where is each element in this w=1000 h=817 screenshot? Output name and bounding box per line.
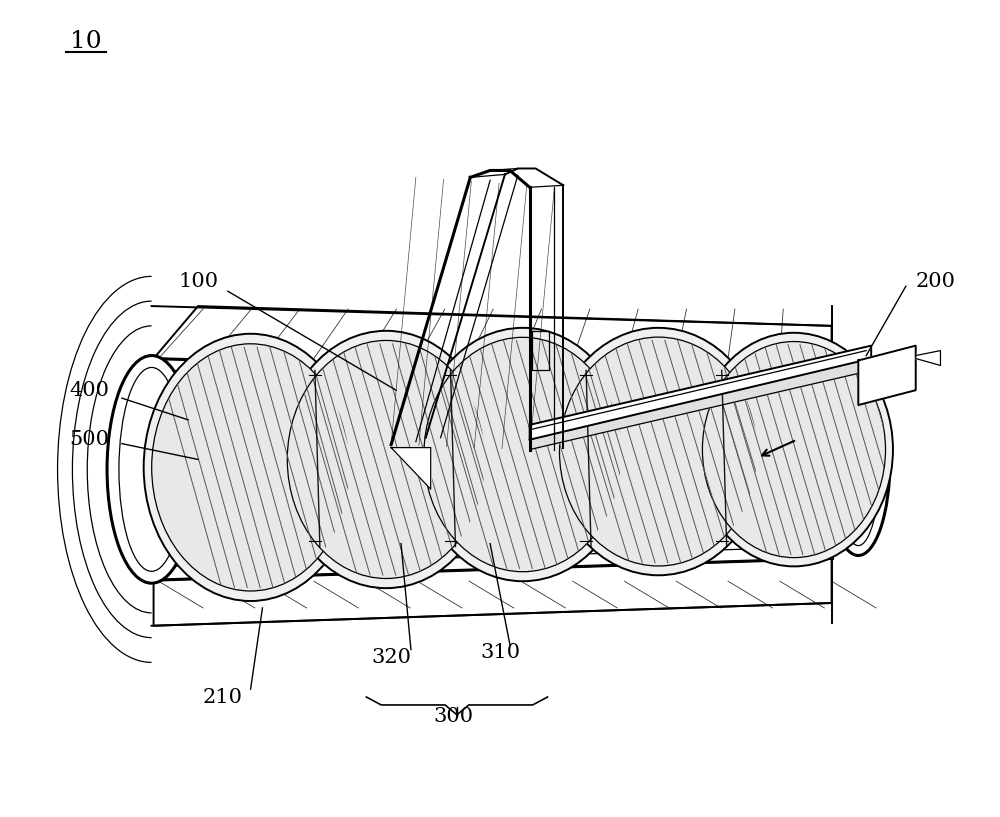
Text: 500: 500 <box>69 431 109 449</box>
Text: 310: 310 <box>480 643 520 662</box>
Ellipse shape <box>279 331 493 588</box>
Ellipse shape <box>152 344 349 591</box>
Ellipse shape <box>107 355 196 583</box>
Text: 210: 210 <box>203 688 243 707</box>
Text: 320: 320 <box>371 648 411 667</box>
Ellipse shape <box>827 368 890 556</box>
Ellipse shape <box>837 377 880 546</box>
Text: 200: 200 <box>916 272 956 291</box>
Ellipse shape <box>287 341 485 578</box>
Polygon shape <box>858 346 916 405</box>
Polygon shape <box>530 359 871 449</box>
Text: 10: 10 <box>70 30 102 53</box>
Text: 400: 400 <box>69 381 109 400</box>
Ellipse shape <box>416 328 630 581</box>
Ellipse shape <box>559 337 757 566</box>
Polygon shape <box>154 559 832 626</box>
Ellipse shape <box>119 368 184 571</box>
Ellipse shape <box>144 334 357 601</box>
Text: 100: 100 <box>178 272 218 291</box>
Polygon shape <box>391 448 431 489</box>
Polygon shape <box>154 306 832 378</box>
Ellipse shape <box>551 328 765 575</box>
Ellipse shape <box>702 342 886 558</box>
Ellipse shape <box>695 333 893 566</box>
Ellipse shape <box>424 337 622 572</box>
Text: 300: 300 <box>433 708 474 726</box>
Polygon shape <box>530 346 871 440</box>
Polygon shape <box>916 350 940 365</box>
